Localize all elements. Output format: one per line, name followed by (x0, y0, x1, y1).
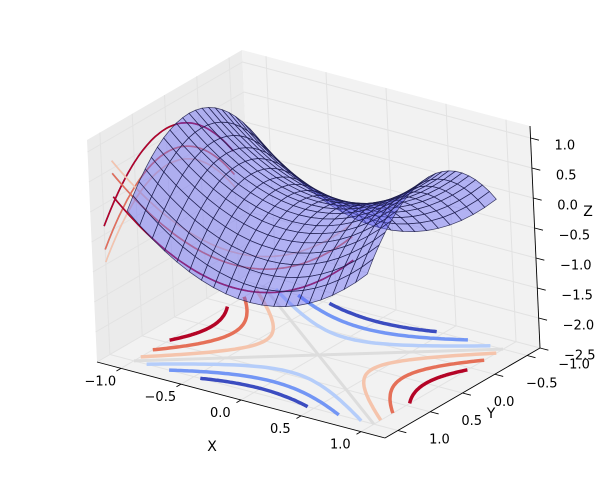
x-tick-label: −1.0 (85, 374, 117, 389)
z-axis-line (529, 125, 541, 349)
z-tick (531, 167, 541, 171)
y-tick (526, 355, 536, 359)
y-tick (430, 411, 439, 415)
x-wall-contour-line (105, 158, 236, 263)
x-tick (236, 399, 242, 404)
floor-contour-line (388, 358, 485, 414)
floor-contour-line (146, 362, 363, 423)
floor-contour-line (140, 288, 276, 359)
z-tick (539, 347, 549, 351)
x-axis-title: X (207, 439, 217, 455)
saddle-surface (126, 107, 497, 307)
z-tick (533, 197, 542, 201)
z-tick (537, 287, 546, 291)
y-axis-title: Y (486, 406, 496, 422)
gridline-z (92, 181, 537, 273)
x-tick-label: 1.0 (330, 438, 351, 453)
z-tick-label: 0.5 (556, 168, 577, 183)
floor-contour-line (169, 306, 230, 342)
floor-contour-line (407, 368, 468, 404)
y-wall-contour-line (111, 172, 353, 271)
z-tick (534, 227, 544, 231)
x-wall-contour-line (103, 122, 234, 227)
y-tick (494, 373, 504, 377)
x-wall-contour-projection (103, 122, 236, 263)
surface-patch (126, 195, 147, 227)
z-tick-label: −0.5 (559, 228, 591, 243)
y-tick-label: 0.5 (461, 414, 482, 429)
floor-contour-line (361, 351, 497, 422)
z-tick (530, 137, 540, 141)
y-wall-contour-line (112, 196, 354, 294)
z-tick-label: −2.5 (564, 348, 596, 363)
gridline-z (96, 271, 541, 363)
z-tick-label: −1.0 (560, 258, 592, 273)
z-tick-label: −2.0 (563, 318, 595, 333)
z-axis-title: Z (583, 204, 593, 220)
floor-contour-projection (133, 284, 504, 426)
z-tick (535, 257, 545, 261)
tick-labels: −1.0−0.50.00.51.0−1.0−0.50.00.51.0−2.5−2… (85, 137, 596, 453)
floor-contour-line (169, 368, 340, 417)
z-tick-label: −1.5 (561, 288, 593, 303)
gridline-z (94, 211, 538, 303)
x-tick-label: 0.0 (210, 406, 231, 421)
y-tick-label: −0.5 (526, 376, 558, 391)
floor-contour-line (328, 301, 437, 334)
gridline-z (91, 151, 535, 243)
y-tick (462, 392, 472, 396)
y-tick-label: 1.0 (429, 433, 450, 448)
gridline-z (87, 61, 531, 153)
x-tick-label: 0.5 (270, 422, 291, 437)
floor-contour-line (274, 287, 491, 348)
floor-contour-line (297, 293, 468, 342)
x-tick-label: −0.5 (145, 390, 177, 405)
x-tick (296, 415, 302, 419)
z-tick-label: 0.0 (557, 198, 578, 213)
floor-zero-diagonal (133, 347, 504, 363)
z-tick (538, 317, 548, 321)
floor-contour-line (152, 296, 249, 352)
x-tick (356, 431, 362, 435)
x-wall-contour-line (104, 145, 235, 250)
z-tick-label: 1.0 (555, 138, 576, 153)
gridline-z (95, 241, 539, 333)
x-tick (176, 383, 182, 388)
y-tick-label: 0.0 (494, 395, 515, 410)
x-tick (116, 367, 122, 372)
y-tick (397, 430, 407, 434)
floor-contour-line (200, 376, 309, 409)
y-tick-label: −1.0 (558, 358, 590, 373)
